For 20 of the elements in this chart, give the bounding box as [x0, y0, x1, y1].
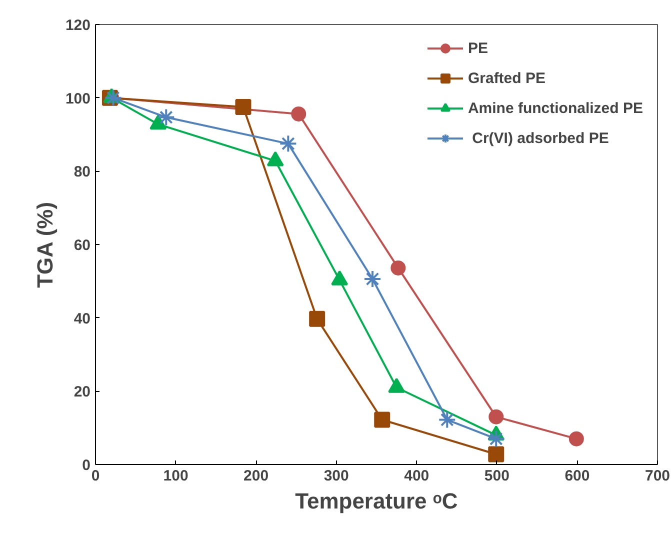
x-tick-label: 400: [404, 468, 430, 484]
y-tick-label: 0: [82, 457, 90, 474]
x-tick-label: 600: [564, 468, 590, 484]
y-tick-label: 100: [65, 90, 91, 108]
y-tick-label: 60: [74, 237, 91, 254]
x-tick-label: 700: [644, 468, 670, 484]
legend-label: Cr(VI) adsorbed PE: [471, 130, 609, 146]
legend-label: PE: [468, 40, 488, 56]
x-tick-label: 200: [244, 468, 269, 484]
x-tick-label: 100: [163, 468, 188, 484]
legend-label: Amine functionalized PE: [468, 100, 643, 116]
y-axis-title: TGA (%): [32, 202, 58, 288]
y-tick-label: 80: [74, 164, 91, 181]
y-tick-label: 120: [65, 17, 91, 34]
legend-label: Grafted PE: [468, 70, 546, 86]
y-tick-label: 40: [74, 310, 91, 328]
y-tick-label: 20: [74, 384, 91, 401]
x-axis-title: Temperature ᵒC: [295, 488, 458, 514]
x-tick-label: 300: [324, 468, 349, 484]
x-tick-label: 500: [484, 468, 510, 484]
